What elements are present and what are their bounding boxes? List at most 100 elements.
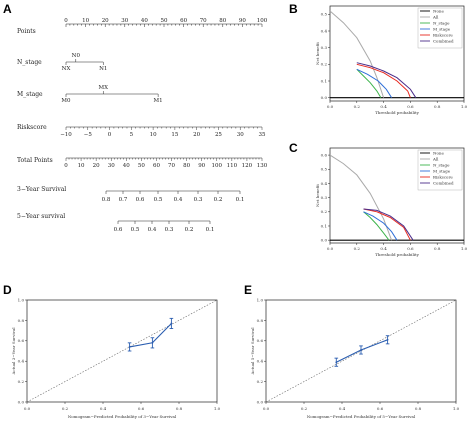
- survival-5y-tick-label: 0.6: [114, 227, 123, 233]
- y-tick-label: 1.0: [18, 297, 25, 302]
- points-tick-label: 40: [141, 18, 148, 24]
- y-tick-label: 0.3: [321, 195, 328, 200]
- plot-frame: [329, 147, 465, 244]
- total-points-tick-label: 0: [64, 163, 68, 169]
- x-tick-label: 0.0: [263, 406, 270, 411]
- plot-frame: [329, 5, 465, 102]
- calibration-point: [170, 322, 173, 325]
- x-tick-label: 0.4: [380, 246, 387, 251]
- series-line-n-stage: [363, 211, 390, 241]
- x-axis-label: Threshold probability: [375, 252, 420, 257]
- total-points-tick-label: 70: [168, 163, 175, 169]
- survival-3y-tick-label: 0.2: [214, 197, 223, 203]
- legend-entry: All: [432, 14, 439, 19]
- nomogram-row-label: Riskscore: [17, 124, 47, 131]
- total-points-tick-label: 90: [198, 163, 205, 169]
- panel-label-d: D: [3, 283, 12, 297]
- x-axis-label: Threshold probability: [375, 110, 420, 115]
- nomogram-row-label: M_stage: [17, 91, 43, 98]
- total-points-tick-label: 40: [123, 163, 130, 169]
- y-axis-label: Actual 5−Year Survival: [250, 327, 255, 376]
- survival-5y-tick-label: 0.1: [206, 227, 215, 233]
- n-stage-tick-label: N0: [72, 53, 81, 59]
- nomogram-row-label: 3−Year Survival: [17, 186, 66, 193]
- x-tick-label: 1.0: [214, 406, 221, 411]
- legend-entry: Combined: [433, 180, 454, 185]
- calibration-line: [336, 339, 388, 363]
- legend-entry: Combined: [433, 38, 454, 43]
- y-tick-label: 0.2: [321, 209, 328, 214]
- points-tick-label: 100: [257, 18, 268, 24]
- calibration-point: [151, 341, 154, 344]
- riskscore-tick-label: 0: [108, 132, 112, 138]
- survival-3y-tick-label: 0.3: [194, 197, 203, 203]
- x-tick-label: 1.0: [461, 104, 468, 109]
- x-tick-label: 0.6: [407, 246, 414, 251]
- total-points-tick-label: 10: [78, 163, 85, 169]
- points-tick-label: 70: [200, 18, 207, 24]
- series-line-all: [329, 10, 385, 98]
- riskscore-tick-label: 10: [150, 132, 157, 138]
- survival-3y-tick-label: 0.7: [119, 197, 128, 203]
- ideal-reference-line: [26, 299, 218, 403]
- legend-entry: M_stage: [433, 26, 451, 31]
- series-line-combined: [363, 208, 414, 241]
- points-tick-label: 20: [102, 18, 109, 24]
- plot-frame: [265, 299, 457, 403]
- y-tick-label: 0.6: [257, 338, 264, 343]
- survival-5y-tick-label: 0.5: [131, 227, 140, 233]
- points-tick-label: 10: [82, 18, 89, 24]
- nomogram-row-label: Points: [17, 28, 36, 35]
- x-tick-label: 1.0: [453, 406, 460, 411]
- survival-3y-tick-label: 0.6: [136, 197, 145, 203]
- legend-entry: Riskscore: [433, 32, 453, 37]
- series-line-m-stage: [356, 68, 393, 98]
- calibration-chart-e: 0.0 0.2 0.4 0.6 0.8 1.0 0.0 0.2 0.4 0.6 0.8 1.0 Nomo…: [250, 297, 460, 419]
- calibration-point: [386, 338, 389, 341]
- survival-5y-tick-label: 0.3: [165, 227, 174, 233]
- x-tick-label: 0.6: [377, 406, 384, 411]
- y-tick-label: 0.0: [321, 238, 328, 243]
- x-tick-label: 0.8: [176, 406, 183, 411]
- panel-label-c: C: [289, 141, 298, 155]
- y-tick-label: 0.0: [257, 399, 264, 404]
- y-tick-label: 0.5: [321, 12, 328, 17]
- x-tick-label: 0.4: [339, 406, 346, 411]
- plot-frame: [26, 299, 218, 403]
- x-tick-label: 0.2: [354, 104, 361, 109]
- x-tick-label: 0.4: [100, 406, 107, 411]
- x-axis-label: Nomogram−Predicted Probability of 3−Year…: [68, 414, 177, 419]
- points-tick-label: 80: [219, 18, 226, 24]
- points-tick-label: 50: [161, 18, 168, 24]
- series-line-all: [329, 154, 393, 241]
- m-stage-tick-label: MX: [98, 85, 108, 91]
- y-tick-label: 0.0: [18, 399, 25, 404]
- panel-label-a: A: [3, 2, 12, 16]
- series-line-n-stage: [356, 68, 382, 98]
- y-tick-label: 0.1: [321, 78, 327, 83]
- points-tick-label: 90: [239, 18, 246, 24]
- x-tick-label: 0.2: [301, 406, 308, 411]
- x-tick-label: 1.0: [461, 246, 468, 251]
- legend-entry: None: [433, 150, 444, 155]
- panel-label-b: B: [289, 2, 298, 16]
- x-tick-label: 0.2: [62, 406, 69, 411]
- riskscore-tick-label: 35: [259, 132, 266, 138]
- x-tick-label: 0.0: [327, 246, 334, 251]
- x-tick-label: 0.4: [380, 104, 387, 109]
- riskscore-tick-label: 25: [215, 132, 222, 138]
- y-axis-label: Net benefit: [315, 184, 320, 207]
- points-tick-label: 60: [180, 18, 187, 24]
- total-points-tick-label: 60: [153, 163, 160, 169]
- riskscore-tick-label: −10: [60, 132, 72, 138]
- nomogram-panel: Points N_stage M_stage Riskscore Total Point…: [17, 18, 268, 233]
- riskscore-tick-label: 20: [193, 132, 200, 138]
- x-tick-label: 0.8: [415, 406, 422, 411]
- total-points-tick-label: 30: [108, 163, 115, 169]
- x-tick-label: 0.6: [138, 406, 145, 411]
- nomogram-row-label: 5−Year survival: [17, 213, 65, 220]
- points-tick-label: 30: [121, 18, 128, 24]
- legend-entry: All: [432, 156, 439, 161]
- y-axis-label: Actual 3−Year Survival: [11, 327, 16, 376]
- m-stage-tick-label: M1: [154, 98, 163, 104]
